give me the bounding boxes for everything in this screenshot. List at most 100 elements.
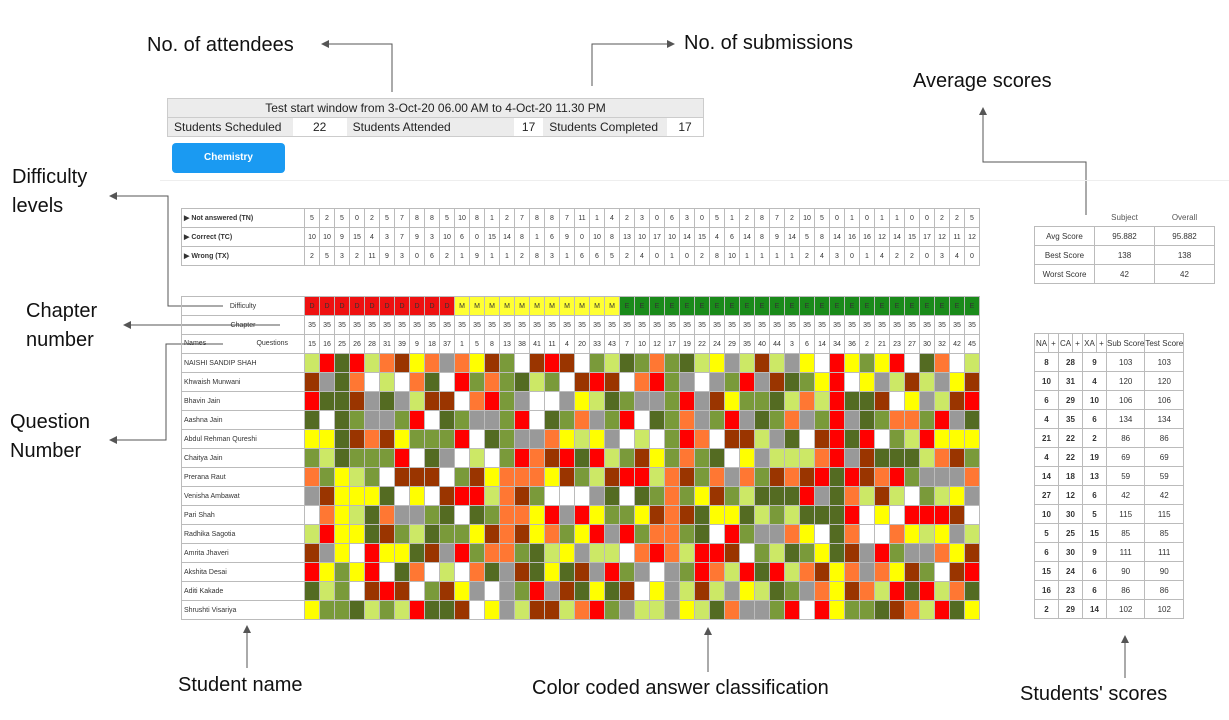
answer-cell[interactable] bbox=[934, 505, 950, 525]
answer-cell[interactable] bbox=[784, 429, 800, 449]
answer-cell[interactable] bbox=[709, 524, 725, 544]
answer-cell[interactable] bbox=[709, 372, 725, 392]
answer-cell[interactable] bbox=[514, 581, 530, 601]
answer-cell[interactable] bbox=[334, 600, 350, 620]
answer-cell[interactable] bbox=[709, 581, 725, 601]
answer-cell[interactable] bbox=[949, 505, 965, 525]
student-name[interactable]: Bhavin Jain bbox=[181, 391, 305, 411]
answer-cell[interactable] bbox=[364, 486, 380, 506]
answer-cell[interactable] bbox=[349, 391, 365, 411]
answer-cell[interactable] bbox=[349, 581, 365, 601]
answer-cell[interactable] bbox=[394, 505, 410, 525]
answer-cell[interactable] bbox=[904, 486, 920, 506]
answer-cell[interactable] bbox=[784, 372, 800, 392]
answer-cell[interactable] bbox=[619, 524, 635, 544]
answer-cell[interactable] bbox=[649, 467, 665, 487]
answer-cell[interactable] bbox=[829, 429, 845, 449]
answer-cell[interactable] bbox=[499, 353, 515, 373]
answer-cell[interactable] bbox=[484, 486, 500, 506]
answer-cell[interactable] bbox=[904, 581, 920, 601]
answer-cell[interactable] bbox=[769, 372, 785, 392]
student-name[interactable]: Prerana Raut bbox=[181, 467, 305, 487]
answer-cell[interactable] bbox=[724, 353, 740, 373]
answer-cell[interactable] bbox=[634, 505, 650, 525]
answer-cell[interactable] bbox=[964, 581, 980, 601]
answer-cell[interactable] bbox=[439, 581, 455, 601]
answer-cell[interactable] bbox=[859, 600, 875, 620]
answer-cell[interactable] bbox=[589, 372, 605, 392]
answer-cell[interactable] bbox=[424, 505, 440, 525]
answer-cell[interactable] bbox=[664, 543, 680, 563]
answer-cell[interactable] bbox=[604, 448, 620, 468]
answer-cell[interactable] bbox=[304, 429, 320, 449]
answer-cell[interactable] bbox=[724, 391, 740, 411]
answer-cell[interactable] bbox=[484, 562, 500, 582]
answer-cell[interactable] bbox=[619, 543, 635, 563]
answer-cell[interactable] bbox=[424, 543, 440, 563]
answer-cell[interactable] bbox=[964, 410, 980, 430]
student-name[interactable]: Shrushti Visariya bbox=[181, 600, 305, 620]
answer-cell[interactable] bbox=[679, 486, 695, 506]
answer-cell[interactable] bbox=[679, 581, 695, 601]
answer-cell[interactable] bbox=[664, 448, 680, 468]
answer-cell[interactable] bbox=[439, 410, 455, 430]
answer-cell[interactable] bbox=[634, 448, 650, 468]
answer-cell[interactable] bbox=[619, 562, 635, 582]
answer-cell[interactable] bbox=[664, 524, 680, 544]
answer-cell[interactable] bbox=[469, 467, 485, 487]
answer-cell[interactable] bbox=[829, 505, 845, 525]
answer-cell[interactable] bbox=[574, 448, 590, 468]
answer-cell[interactable] bbox=[754, 543, 770, 563]
answer-cell[interactable] bbox=[874, 372, 890, 392]
answer-cell[interactable] bbox=[664, 372, 680, 392]
answer-cell[interactable] bbox=[679, 467, 695, 487]
answer-cell[interactable] bbox=[424, 486, 440, 506]
answer-cell[interactable] bbox=[589, 429, 605, 449]
answer-cell[interactable] bbox=[964, 486, 980, 506]
answer-cell[interactable] bbox=[334, 448, 350, 468]
answer-cell[interactable] bbox=[889, 353, 905, 373]
answer-cell[interactable] bbox=[619, 467, 635, 487]
answer-cell[interactable] bbox=[634, 524, 650, 544]
answer-cell[interactable] bbox=[544, 600, 560, 620]
answer-cell[interactable] bbox=[664, 467, 680, 487]
answer-cell[interactable] bbox=[439, 448, 455, 468]
answer-cell[interactable] bbox=[454, 467, 470, 487]
answer-cell[interactable] bbox=[634, 391, 650, 411]
answer-cell[interactable] bbox=[709, 353, 725, 373]
answer-cell[interactable] bbox=[634, 486, 650, 506]
answer-cell[interactable] bbox=[454, 448, 470, 468]
answer-cell[interactable] bbox=[484, 600, 500, 620]
answer-cell[interactable] bbox=[349, 353, 365, 373]
answer-cell[interactable] bbox=[679, 391, 695, 411]
answer-cell[interactable] bbox=[889, 543, 905, 563]
answer-cell[interactable] bbox=[754, 486, 770, 506]
answer-cell[interactable] bbox=[349, 448, 365, 468]
answer-cell[interactable] bbox=[649, 486, 665, 506]
answer-cell[interactable] bbox=[904, 524, 920, 544]
answer-cell[interactable] bbox=[934, 600, 950, 620]
answer-cell[interactable] bbox=[949, 467, 965, 487]
answer-cell[interactable] bbox=[739, 505, 755, 525]
answer-cell[interactable] bbox=[574, 524, 590, 544]
answer-cell[interactable] bbox=[889, 429, 905, 449]
answer-cell[interactable] bbox=[364, 372, 380, 392]
answer-cell[interactable] bbox=[859, 467, 875, 487]
answer-cell[interactable] bbox=[619, 372, 635, 392]
answer-cell[interactable] bbox=[469, 505, 485, 525]
answer-cell[interactable] bbox=[544, 448, 560, 468]
answer-cell[interactable] bbox=[454, 372, 470, 392]
answer-cell[interactable] bbox=[349, 505, 365, 525]
answer-cell[interactable] bbox=[919, 391, 935, 411]
answer-cell[interactable] bbox=[424, 410, 440, 430]
answer-cell[interactable] bbox=[349, 410, 365, 430]
answer-cell[interactable] bbox=[829, 543, 845, 563]
answer-cell[interactable] bbox=[604, 391, 620, 411]
answer-cell[interactable] bbox=[964, 543, 980, 563]
answer-cell[interactable] bbox=[364, 524, 380, 544]
answer-cell[interactable] bbox=[529, 524, 545, 544]
answer-cell[interactable] bbox=[634, 467, 650, 487]
answer-cell[interactable] bbox=[784, 562, 800, 582]
student-name[interactable]: Chaitya Jain bbox=[181, 448, 305, 468]
answer-cell[interactable] bbox=[379, 505, 395, 525]
